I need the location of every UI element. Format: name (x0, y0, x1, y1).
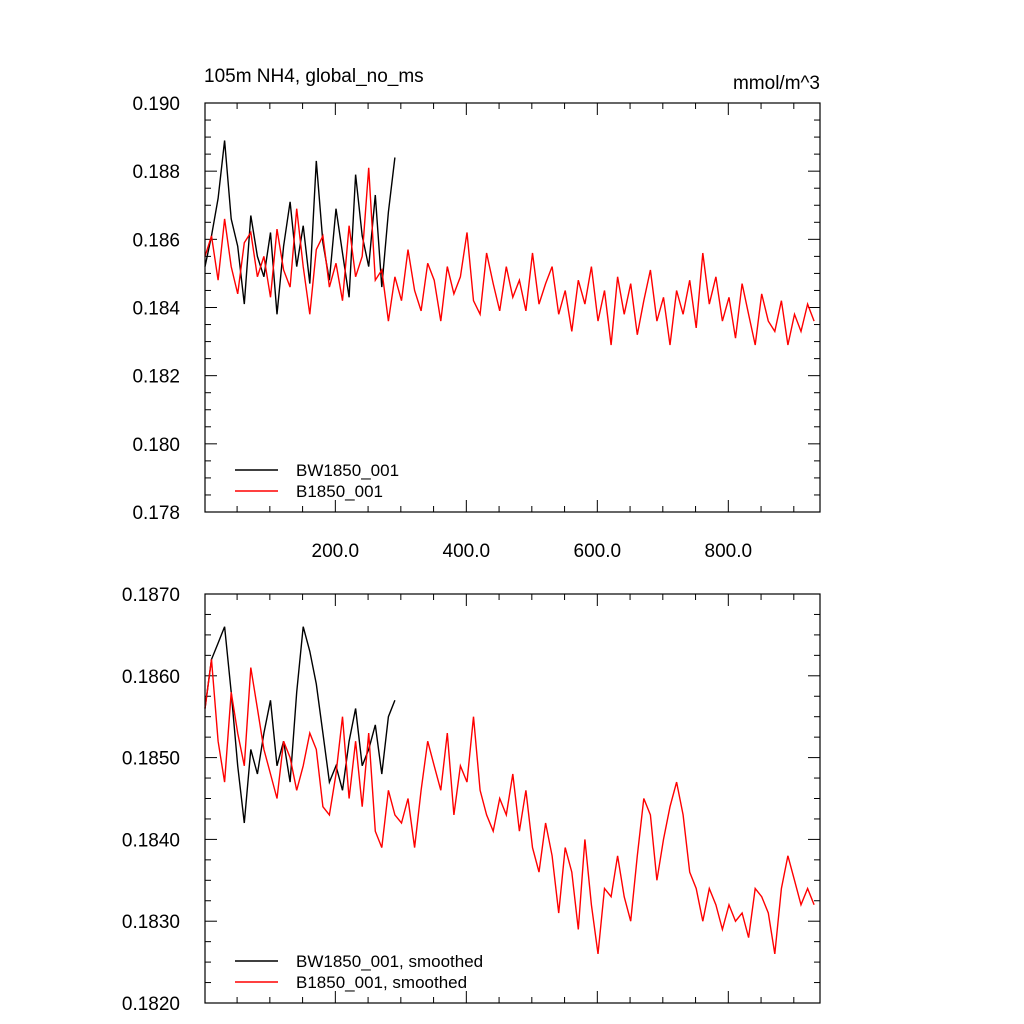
top-series-b1850-line (204, 167, 815, 346)
top-x-tick-label: 200.0 (312, 541, 360, 562)
bottom-legend: BW1850_001, smoothed B1850_001, smoothed (235, 952, 483, 992)
top-series-bw1850-line (204, 140, 396, 315)
bottom-panel: 0.1820 0.1830 0.1840 0.1850 0.1860 0.1870 BW1… (122, 585, 821, 1015)
bottom-series-b1850-line (204, 659, 815, 955)
top-y-tick-label: 0.180 (132, 435, 180, 456)
bottom-y-tick-label: 0.1820 (122, 994, 180, 1015)
bottom-series-lines (204, 626, 815, 955)
top-x-tick-label: 600.0 (574, 541, 622, 562)
bottom-legend-label-b1850: B1850_001, smoothed (296, 973, 467, 992)
top-plot-frame (204, 102, 821, 513)
top-y-tick-label: 0.190 (132, 94, 180, 115)
top-axes: 0.178 0.180 0.182 0.184 0.186 0.188 0.190 200.0… (132, 94, 820, 562)
top-y-tick-label: 0.178 (132, 503, 180, 524)
top-panel-units: mmol/m^3 (733, 73, 820, 94)
top-series-lines (204, 140, 815, 346)
top-y-tick-label: 0.188 (132, 162, 180, 183)
bottom-y-tick-label: 0.1850 (122, 749, 180, 770)
top-x-tick-label: 400.0 (443, 541, 491, 562)
top-y-tick-label: 0.182 (132, 367, 180, 388)
bottom-series-bw1850-line (204, 626, 396, 824)
top-y-tick-label: 0.184 (132, 299, 180, 320)
bottom-y-tick-label: 0.1830 (122, 912, 180, 933)
top-panel-title: 105m NH4, global_no_ms (204, 66, 424, 87)
bottom-y-tick-label: 0.1860 (122, 667, 180, 688)
top-panel: 105m NH4, global_no_ms mmol/m^3 0.1780.1… (132, 66, 821, 562)
top-legend-label-b1850: B1850_001 (296, 482, 383, 501)
bottom-legend-label-bw1850: BW1850_001, smoothed (296, 952, 483, 971)
top-y-tick-label: 0.186 (132, 230, 180, 251)
top-legend-label-bw1850: BW1850_001 (296, 461, 399, 480)
bottom-plot-frame (204, 593, 821, 1004)
bottom-y-tick-label: 0.1870 (122, 585, 180, 606)
top-legend: BW1850_001 B1850_001 (235, 461, 399, 501)
bottom-y-tick-label: 0.1840 (122, 830, 180, 851)
bottom-axes: 0.1820 0.1830 0.1840 0.1850 0.1860 0.1870 (122, 585, 820, 1015)
top-x-tick-label: 800.0 (705, 541, 753, 562)
